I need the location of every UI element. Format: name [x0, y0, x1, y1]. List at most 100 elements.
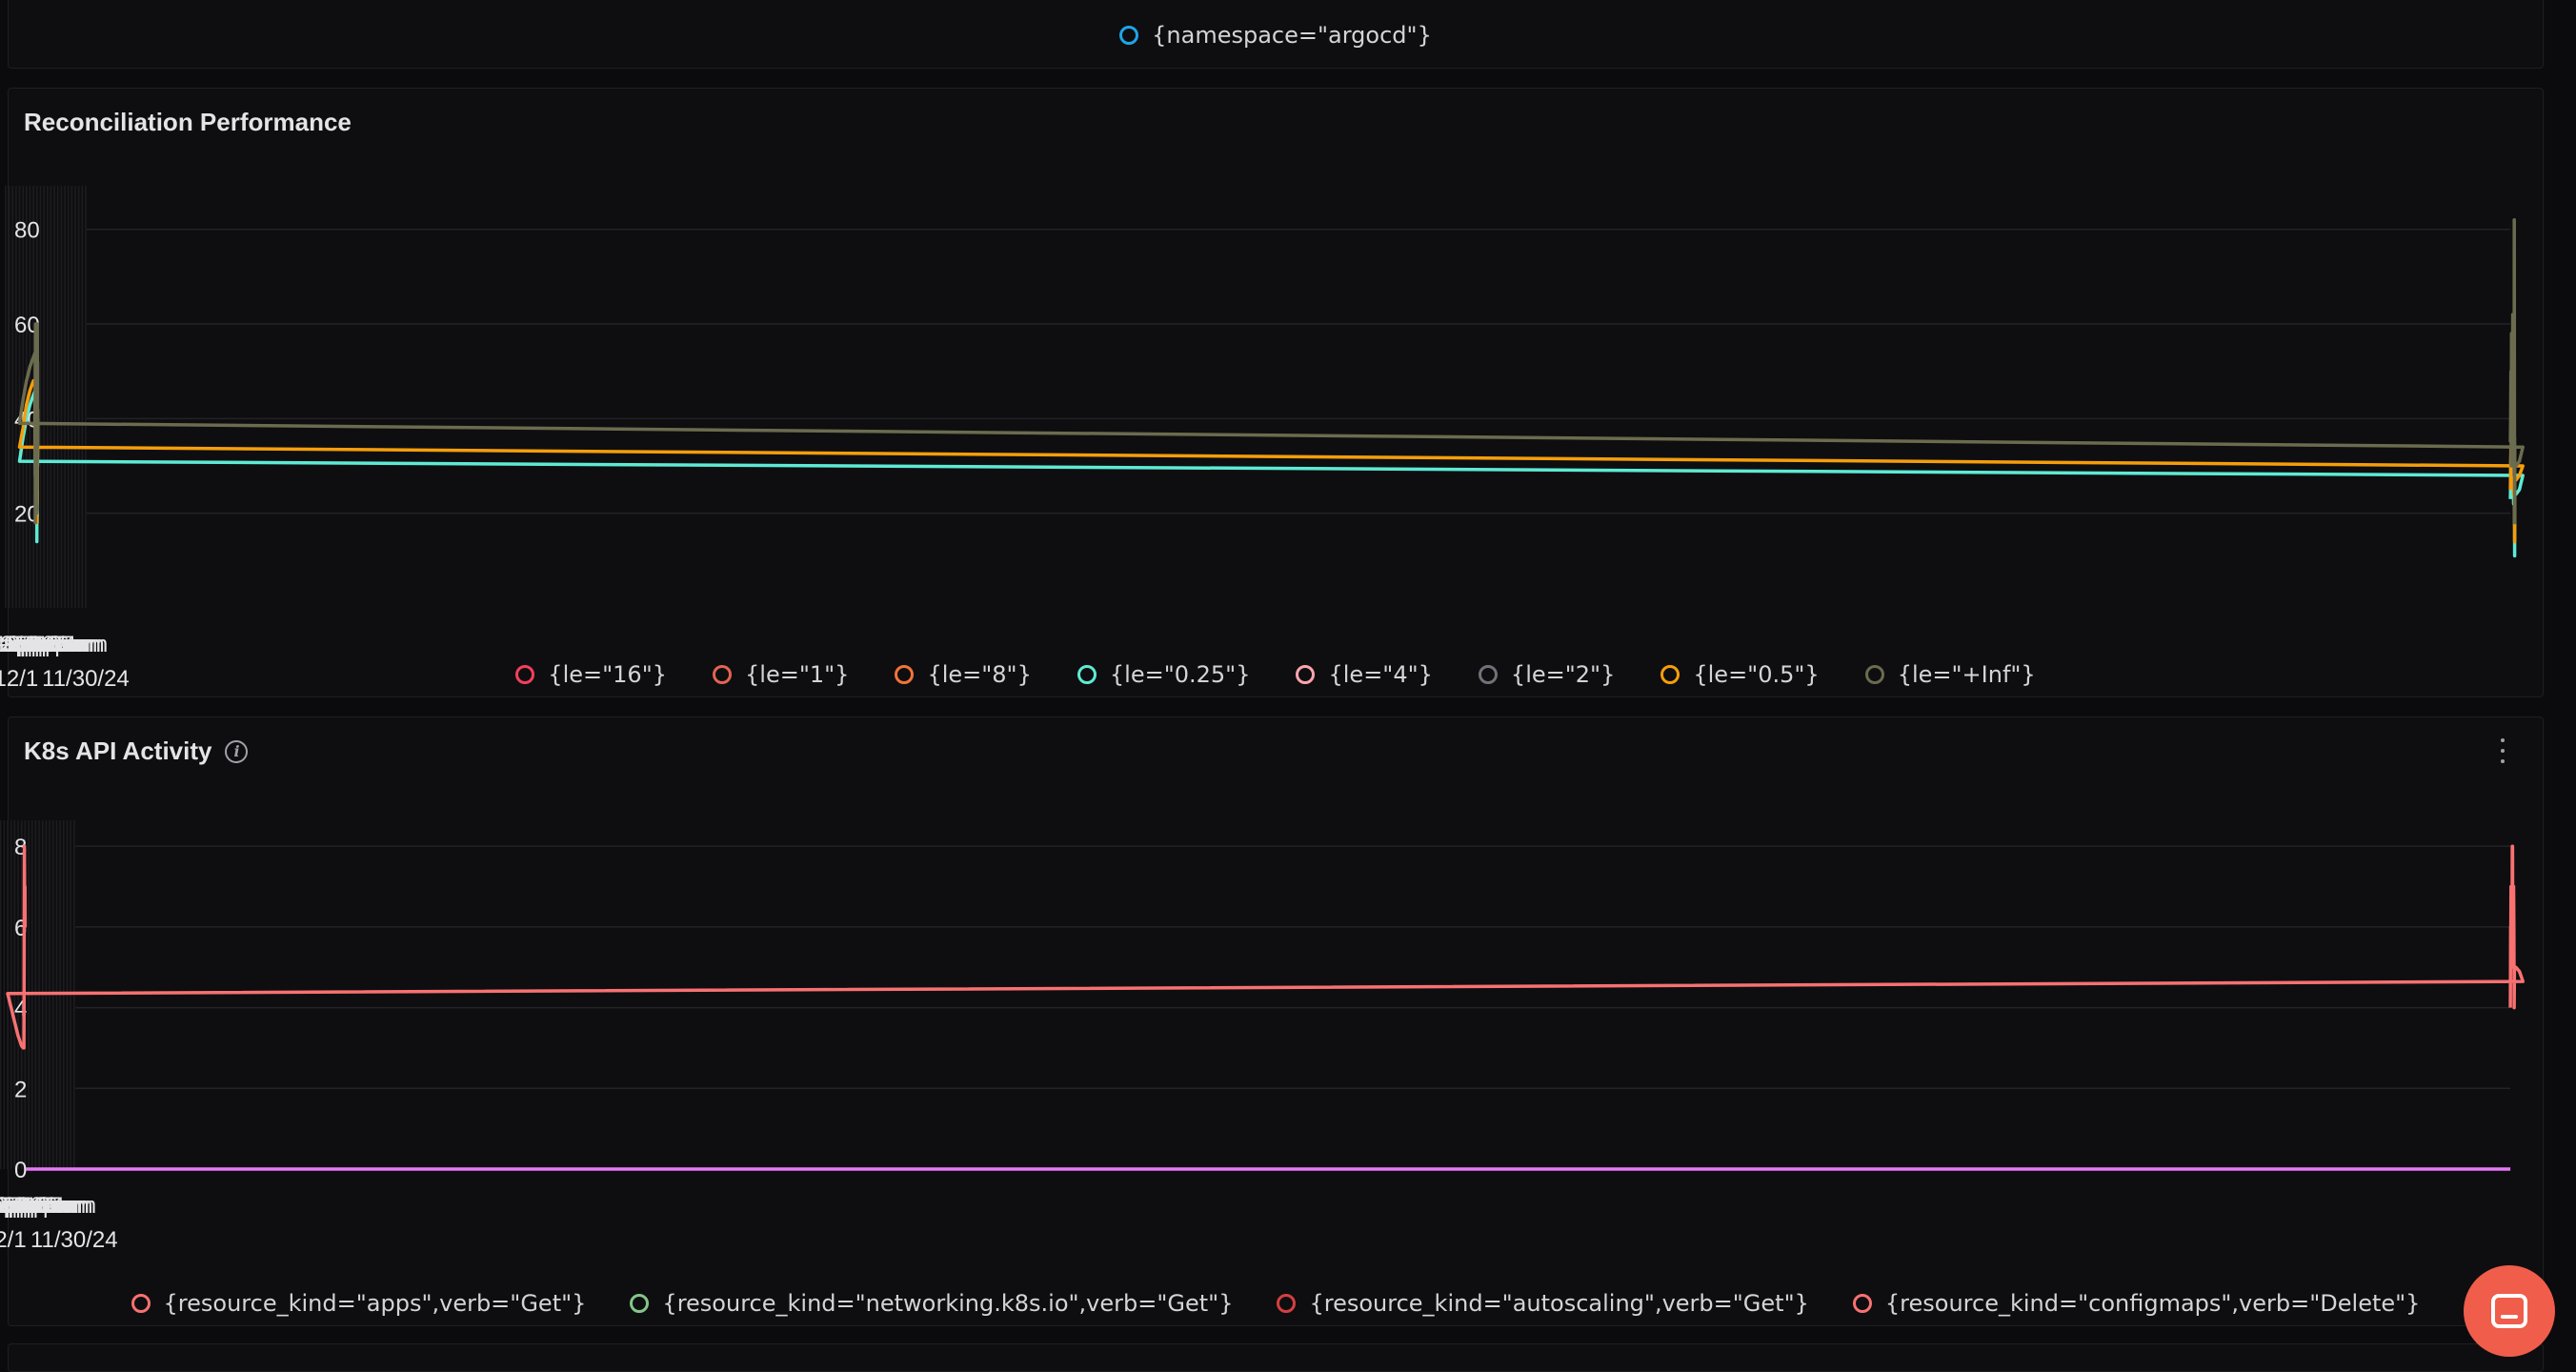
legend-swatch: [713, 665, 732, 684]
legend-label: {resource_kind="autoscaling",verb="Get"}: [1309, 1290, 1809, 1317]
legend-item[interactable]: {le="2"}: [1478, 661, 1616, 688]
legend-label: {le="0.5"}: [1693, 661, 1820, 688]
legend-item[interactable]: {le="4"}: [1296, 661, 1433, 688]
legend-label: {resource_kind="apps",verb="Get"}: [163, 1290, 587, 1317]
chat-button[interactable]: [2464, 1265, 2555, 1357]
x-tick-label: 7pm: [0, 1193, 44, 1219]
k8s-api-panel: K8s API Activity i 0 2 4 6 8 4am 5am 6am 7am 8am 9…: [0, 716, 2544, 1326]
legend-item[interactable]: {resource_kind="networking.k8s.io",verb=…: [630, 1290, 1233, 1317]
panel-title-text: Reconciliation Performance: [24, 108, 352, 136]
x-date-label: 11/30/24: [42, 666, 130, 692]
legend-item[interactable]: {resource_kind="autoscaling",verb="Get"}: [1277, 1290, 1809, 1317]
x-tick-label: 10am: [25, 1193, 82, 1219]
x-tick-label: 12pm: [17, 1193, 74, 1219]
series-line[interactable]: [17, 378, 2525, 544]
reconciliation-title: Reconciliation Performance: [24, 108, 352, 137]
x-tick-label: 2am: [0, 1193, 19, 1219]
grid: [0, 820, 2510, 1170]
legend-swatch: [1077, 665, 1097, 684]
reconciliation-legend: {le="16"} {le="1"} {le="8"} {le="0.25"} {le=…: [9, 661, 2543, 688]
x-tick-label: 11pm: [0, 1193, 35, 1219]
legend-item[interactable]: {le="1"}: [713, 661, 849, 688]
x-tick-label: 11pm: [0, 632, 48, 657]
legend-swatch: [1478, 665, 1498, 684]
x-tick-label: 8am: [38, 1193, 83, 1219]
grid: [5, 186, 2510, 608]
x-tick-label: 6am: [56, 632, 101, 657]
legend-swatch: [131, 1294, 151, 1313]
x-tick-label: 9am: [46, 632, 91, 657]
x-tick-label: 12pm: [30, 632, 87, 657]
x-date-label: 12/1: [0, 666, 38, 692]
x-tick-label: 3pm: [25, 632, 70, 657]
legend-label: {le="8"}: [927, 661, 1032, 688]
x-tick-label: 3am: [0, 632, 28, 657]
series-line[interactable]: [17, 218, 2525, 525]
legend-item[interactable]: {le="8"}: [895, 661, 1032, 688]
legend-label: {resource_kind="networking.k8s.io",verb=…: [662, 1290, 1234, 1317]
legend-item[interactable]: {le="+Inf"}: [1864, 661, 2036, 688]
x-tick-label: 8pm: [0, 1193, 40, 1219]
next-panel-edge: [8, 1343, 2544, 1372]
x-tick-label: 5pm: [18, 632, 63, 657]
chat-bubble-icon: [2491, 1294, 2527, 1328]
legend-item[interactable]: {le="0.25"}: [1077, 661, 1251, 688]
x-tick-label: 10pm: [0, 1193, 40, 1219]
legend-swatch: [1852, 1294, 1872, 1313]
legend-item[interactable]: {resource_kind="apps",verb="Get"}: [131, 1290, 587, 1317]
x-tick-label: 6am: [45, 1193, 90, 1219]
y-tick-label: 2: [14, 1077, 27, 1102]
legend-label: {le="1"}: [745, 661, 850, 688]
series-line[interactable]: [6, 844, 2526, 1050]
legend-item[interactable]: {le="16"}: [515, 661, 667, 688]
legend-label: {resource_kind="configmaps",verb="Delete…: [1884, 1290, 2421, 1317]
legend-label: {le="2"}: [1510, 661, 1616, 688]
x-tick-label: 7am: [53, 632, 98, 657]
k8s-title: K8s API Activity i: [24, 736, 249, 766]
y-tick-label: 80: [14, 218, 40, 244]
x-tick-label: 10pm: [0, 632, 51, 657]
x-tick-label: 9pm: [0, 1193, 37, 1219]
legend-swatch: [1864, 665, 1884, 684]
x-tick-label: 6pm: [14, 632, 59, 657]
x-tick-label: 2pm: [29, 632, 73, 657]
more-vertical-icon[interactable]: [2499, 738, 2506, 763]
x-tick-label: 8am: [50, 632, 94, 657]
legend-label: {le="0.25"}: [1109, 661, 1251, 688]
legend-swatch: [1660, 665, 1680, 684]
legend-label: {le="4"}: [1328, 661, 1433, 688]
legend-item[interactable]: {namespace="argocd"}: [1119, 22, 1432, 49]
x-tick-label: 2pm: [17, 1193, 62, 1219]
series-line[interactable]: [17, 388, 2525, 558]
x-tick-label: 4pm: [10, 1193, 54, 1219]
x-tick-label: 4am: [64, 632, 109, 657]
namespace-legend: {namespace="argocd"}: [9, 22, 2543, 49]
x-tick-label: 12am: [0, 1193, 32, 1219]
x-tick-label: 11am: [22, 1193, 77, 1219]
x-tick-label: 9am: [34, 1193, 79, 1219]
legend-label: {le="16"}: [548, 661, 667, 688]
legend-swatch: [630, 1294, 650, 1313]
namespace-panel: {namespace="argocd"}: [8, 0, 2544, 69]
x-tick-label: 1am: [0, 632, 35, 657]
info-icon[interactable]: i: [225, 739, 249, 763]
x-tick-label: 2am: [0, 632, 31, 657]
legend-item[interactable]: {le="0.5"}: [1660, 661, 1820, 688]
x-tick-label: 3pm: [13, 1193, 58, 1219]
x-tick-label: 6pm: [3, 1193, 48, 1219]
legend-item[interactable]: {resource_kind="configmaps",verb="Delete…: [1852, 1290, 2421, 1317]
x-tick-label: 1pm: [20, 1193, 65, 1219]
x-tick-label: 5am: [49, 1193, 93, 1219]
legend-swatch: [515, 665, 535, 684]
x-tick-label: 4am: [51, 1193, 96, 1219]
x-tick-label: 7pm: [11, 632, 56, 657]
x-tick-label: 8pm: [8, 632, 52, 657]
x-date-label: 12/1: [0, 1227, 27, 1253]
x-tick-label: 4pm: [22, 632, 67, 657]
legend-label: {le="+Inf"}: [1897, 661, 2036, 688]
k8s-api-legend: {resource_kind="apps",verb="Get"} {resour…: [9, 1290, 2543, 1317]
legend-label: {namespace="argocd"}: [1152, 22, 1432, 49]
reconciliation-panel: Reconciliation Performance 20 40 60 80 4am 5a…: [0, 88, 2544, 697]
reconciliation-chart: 204060804am5am6am7am8am9am10am11am12pm1p…: [0, 186, 2525, 692]
x-tick-label: 1am: [0, 1193, 23, 1219]
